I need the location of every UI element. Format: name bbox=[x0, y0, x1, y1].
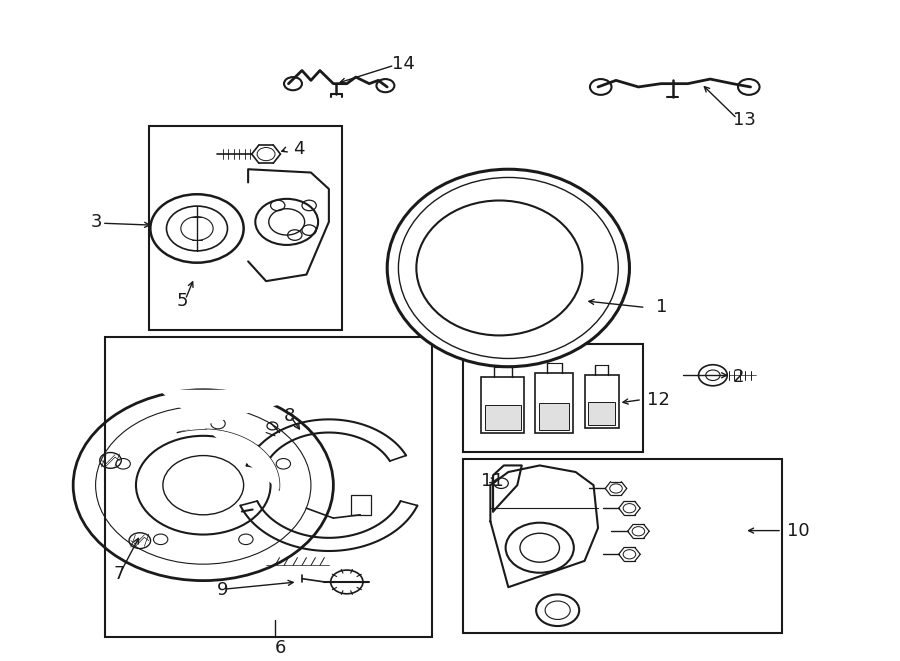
Bar bbox=[104, 337, 432, 637]
Bar bbox=[539, 403, 570, 430]
Bar bbox=[536, 373, 573, 432]
Text: 4: 4 bbox=[293, 141, 304, 159]
Text: 8: 8 bbox=[284, 407, 295, 425]
Text: 7: 7 bbox=[113, 565, 125, 583]
Polygon shape bbox=[158, 390, 333, 490]
Text: 5: 5 bbox=[176, 292, 188, 310]
Bar bbox=[464, 344, 643, 452]
Text: 9: 9 bbox=[217, 582, 229, 600]
Text: 12: 12 bbox=[647, 391, 670, 408]
Bar bbox=[149, 126, 342, 330]
Text: 6: 6 bbox=[275, 639, 286, 657]
Bar bbox=[351, 495, 371, 515]
Text: 10: 10 bbox=[788, 522, 810, 540]
Text: 11: 11 bbox=[482, 471, 504, 490]
Ellipse shape bbox=[417, 200, 582, 335]
Text: 14: 14 bbox=[392, 55, 415, 73]
Text: 3: 3 bbox=[91, 213, 103, 231]
Ellipse shape bbox=[399, 177, 618, 358]
Bar bbox=[464, 459, 782, 633]
Text: 2: 2 bbox=[733, 368, 744, 385]
Ellipse shape bbox=[387, 169, 629, 367]
Bar bbox=[485, 405, 521, 430]
Bar bbox=[585, 375, 618, 428]
Bar bbox=[482, 377, 525, 432]
Bar bbox=[589, 402, 615, 425]
Text: 13: 13 bbox=[733, 111, 755, 129]
Text: 1: 1 bbox=[656, 299, 668, 317]
